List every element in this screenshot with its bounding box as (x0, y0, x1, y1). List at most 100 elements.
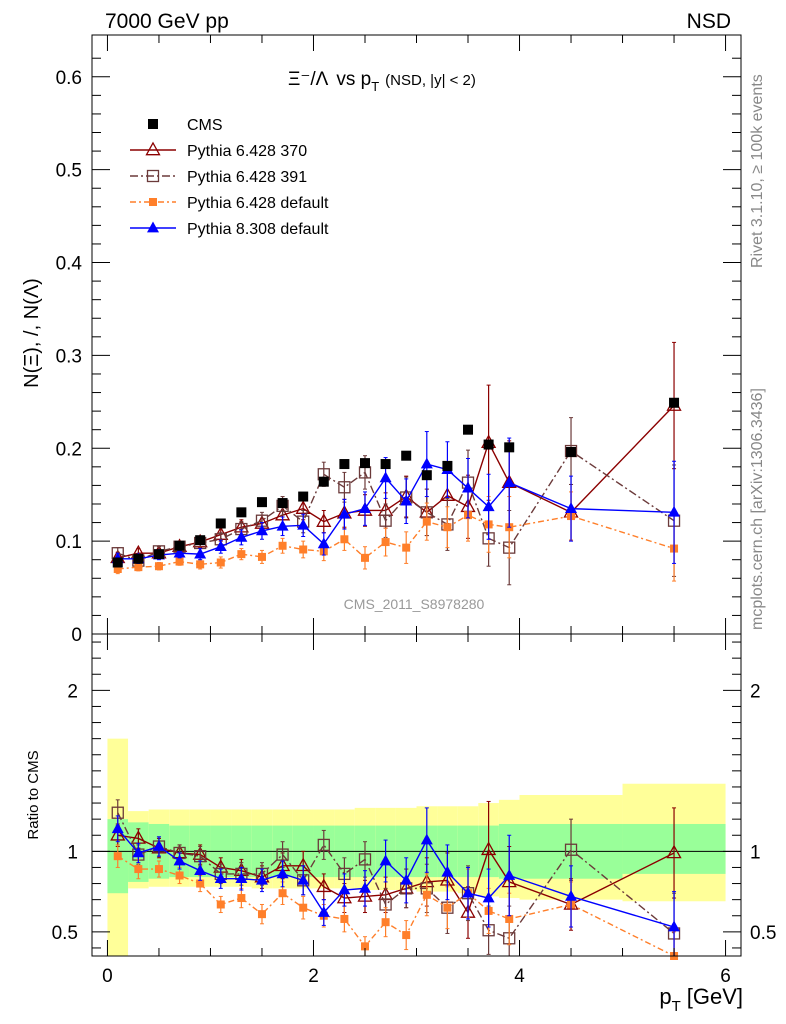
data-point (402, 543, 411, 552)
ratio-y-tick-label-right: 1 (750, 842, 761, 863)
main-axes-layer: 0 0.1 0.2 0.3 0.4 0.5 0.6 (56, 35, 741, 650)
data-point (174, 540, 185, 551)
x-axis-label-unit: [GeV] (687, 984, 743, 1009)
x-tick-label: 4 (514, 966, 525, 987)
data-point (196, 879, 205, 888)
ratio-y-tick-label: 0.5 (52, 923, 78, 944)
ratio-y-tick-label: 1 (67, 842, 78, 863)
data-point (214, 540, 227, 552)
data-point (340, 914, 349, 923)
data-point (298, 491, 309, 502)
data-point (214, 872, 227, 884)
data-point (443, 523, 452, 532)
main-title: Ξ⁻/Λ vs pT (NSD, |y| < 2) (288, 69, 476, 94)
data-point (134, 563, 143, 572)
data-point (316, 878, 332, 893)
series-line (117, 828, 675, 928)
analysis-watermark: CMS_2011_S8978280 (344, 596, 485, 612)
data-point (338, 507, 351, 519)
data-point (340, 535, 349, 544)
data-point (481, 841, 497, 856)
x-axis-label-sub: T (672, 998, 681, 1015)
data-point (400, 494, 413, 506)
data-point (299, 903, 308, 912)
data-point (422, 517, 431, 526)
data-point (360, 942, 369, 951)
ratio-bands-layer (92, 738, 741, 956)
data-point (482, 891, 495, 903)
data-point (297, 873, 310, 885)
data-point (420, 457, 433, 469)
series-pythia-6-428-370 (110, 341, 682, 564)
data-point (381, 538, 390, 547)
data-point (421, 470, 432, 481)
data-point (154, 562, 163, 571)
data-point (668, 920, 681, 932)
data-point (134, 865, 143, 874)
data-point (505, 914, 514, 923)
data-point (666, 844, 682, 859)
data-point (276, 867, 289, 879)
title-tail: (NSD, |y| < 2) (385, 72, 476, 89)
y-tick-label: 0.2 (56, 439, 82, 460)
data-point (235, 530, 248, 542)
series-pythia-6-428-391 (111, 417, 681, 586)
data-point (215, 518, 226, 529)
y-tick-label: 0.3 (56, 346, 82, 367)
series-line (117, 463, 675, 560)
legend-marker (145, 141, 161, 156)
mcplots-label: mcplots.cern.ch [arXiv:1306.3436] (749, 388, 766, 630)
data-point (256, 497, 267, 508)
data-point (113, 564, 122, 573)
legend: CMS Pythia 6.428 370 Pythia 6.428 391 Pythi… (130, 117, 329, 238)
data-point (255, 873, 268, 885)
data-point (441, 865, 454, 877)
main-panel: 0 0.1 0.2 0.3 0.4 0.5 0.6 CMS_2011_S8978280 Ξ⁻… (21, 34, 742, 650)
legend-marker (146, 169, 160, 183)
y-tick-label: 0 (71, 625, 82, 646)
data-point (194, 547, 207, 559)
data-point (565, 889, 578, 901)
legend-marker (149, 198, 157, 206)
legend-label: CMS (187, 117, 223, 134)
data-point (338, 883, 351, 895)
series-line (117, 812, 675, 940)
ratio-panel: 0 2 4 6 0.5 0.5 1 1 2 2 Ratio to CMS (25, 633, 776, 987)
data-point (196, 560, 205, 569)
y-tick-label: 0.5 (56, 161, 82, 182)
data-point (112, 557, 123, 568)
data-point (379, 471, 392, 483)
ratio-y-tick-label: 2 (67, 681, 78, 702)
data-point (113, 852, 122, 861)
data-point (358, 881, 371, 893)
data-point (564, 843, 578, 856)
y-tick-label: 0.1 (56, 532, 82, 553)
series-cms (112, 397, 680, 568)
data-point (442, 460, 453, 471)
ratio-frame (91, 633, 742, 957)
data-point (359, 458, 370, 469)
main-y-axis-label: N(Ξ), /, N(Λ) (21, 278, 43, 388)
series-pythia-8-308-default (111, 431, 681, 565)
data-point (299, 545, 308, 554)
data-point (216, 558, 225, 567)
data-point (278, 889, 287, 898)
series-line (117, 834, 675, 915)
data-point (194, 864, 207, 875)
x-tick-label: 0 (102, 966, 113, 987)
data-point (463, 424, 474, 435)
title-main: Ξ⁻/Λ (288, 69, 329, 90)
header-right-label: NSD (687, 10, 731, 33)
data-point (401, 450, 412, 461)
data-point (257, 910, 266, 919)
ratio-axes-layer: 0 2 4 6 0.5 0.5 1 1 2 2 (52, 641, 776, 987)
data-point (153, 549, 164, 560)
x-axis-label-main: p (659, 984, 671, 1009)
title-sub: T (371, 79, 379, 94)
data-point (235, 872, 248, 884)
data-point (111, 822, 124, 834)
data-point (503, 869, 516, 880)
data-point (173, 546, 186, 558)
data-point (236, 507, 247, 518)
